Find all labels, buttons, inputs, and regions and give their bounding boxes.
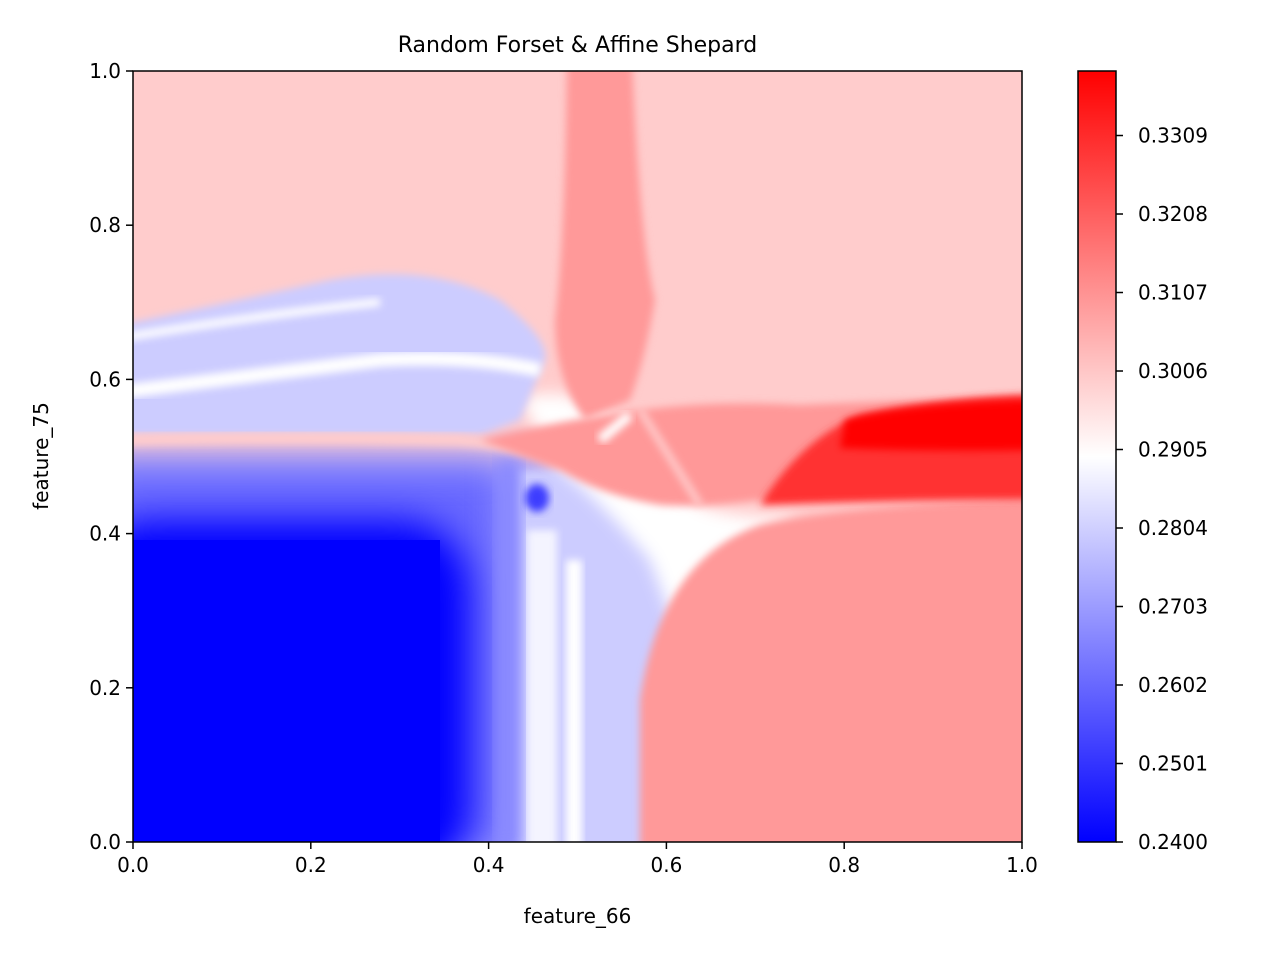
colorbar-tick-label: 0.3309	[1138, 124, 1208, 148]
y-axis: 0.0 0.2 0.4 0.6 0.8 1.0	[89, 59, 133, 854]
y-tick-label: 0.6	[89, 367, 121, 391]
colorbar-ticks: 0.2400 0.2501 0.2602 0.2703 0.2804 0.2905 0.30…	[1116, 124, 1208, 854]
colorbar-tick-label: 0.3107	[1138, 281, 1208, 305]
x-tick-label: 0.6	[650, 853, 682, 877]
y-tick-label: 0.4	[89, 522, 121, 546]
x-tick-label: 0.0	[117, 853, 149, 877]
x-axis: 0.0 0.2 0.4 0.6 0.8 1.0	[117, 842, 1038, 877]
colorbar-tick-label: 0.2501	[1138, 752, 1208, 776]
region-lower-left	[133, 455, 550, 842]
x-tick-label: 0.2	[295, 853, 327, 877]
colorbar-tick-label: 0.2602	[1138, 673, 1208, 697]
x-tick-label: 0.8	[828, 853, 860, 877]
heatmap-area	[133, 71, 1022, 842]
y-tick-label: 1.0	[89, 59, 121, 83]
colorbar-tick-label: 0.2804	[1138, 516, 1208, 540]
chart-title: Random Forset & Affine Shepard	[398, 33, 758, 58]
colorbar-tick-label: 0.2905	[1138, 438, 1208, 462]
colorbar-tick-label: 0.3208	[1138, 202, 1208, 226]
colorbar: 0.2400 0.2501 0.2602 0.2703 0.2804 0.2905 0.30…	[1077, 70, 1208, 854]
plot-frame	[132, 70, 1023, 843]
y-axis-label: feature_75	[29, 402, 53, 510]
colorbar-tick-label: 0.3006	[1138, 359, 1208, 383]
colorbar-frame	[1077, 70, 1117, 843]
region-upper-left-lobe	[133, 274, 603, 476]
colorbar-gradient	[1078, 71, 1116, 842]
region-bottom-right	[640, 500, 1022, 842]
y-tick-label: 0.0	[89, 830, 121, 854]
y-tick-label: 0.2	[89, 676, 121, 700]
x-axis-label: feature_66	[524, 904, 632, 928]
colorbar-tick-label: 0.2400	[1138, 830, 1208, 854]
colorbar-tick-label: 0.2703	[1138, 595, 1208, 619]
region-vertical-column	[555, 71, 655, 420]
y-tick-label: 0.8	[89, 213, 121, 237]
x-tick-label: 0.4	[473, 853, 505, 877]
region-right-high	[760, 395, 1022, 505]
x-tick-label: 1.0	[1006, 853, 1038, 877]
